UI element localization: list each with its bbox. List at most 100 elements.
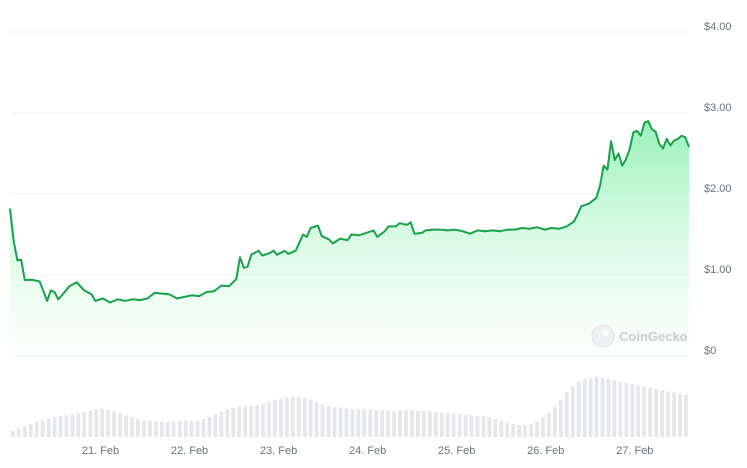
volume-bar xyxy=(445,413,450,437)
volume-bar xyxy=(505,422,510,437)
volume-bar xyxy=(541,417,545,437)
volume-bar xyxy=(88,410,93,437)
x-tick-label: 25. Feb xyxy=(438,445,475,457)
volume-bar xyxy=(46,418,51,437)
volume-bar xyxy=(660,390,664,437)
volume-bar xyxy=(547,413,551,437)
volume-bar xyxy=(34,421,39,437)
volume-bar xyxy=(427,411,432,437)
volume-bar xyxy=(142,420,146,437)
volume-bar xyxy=(124,415,128,437)
volume-bar xyxy=(648,387,653,437)
volume-bar xyxy=(362,408,367,437)
volume-bar xyxy=(618,381,623,437)
volume-bar xyxy=(112,411,117,437)
volume-bar xyxy=(368,409,373,437)
volume-bar xyxy=(267,402,271,437)
volume-bar xyxy=(523,425,527,437)
coingecko-logo-icon xyxy=(591,324,615,348)
volume-bar xyxy=(421,411,426,437)
volume-bar xyxy=(493,419,498,437)
volume-bar xyxy=(136,419,140,437)
price-line xyxy=(9,120,690,304)
volume-bar xyxy=(684,395,688,437)
volume-bar xyxy=(273,399,277,437)
volume-bar xyxy=(404,410,408,437)
volume-bar xyxy=(94,409,99,437)
volume-bar xyxy=(326,405,331,437)
volume-bar xyxy=(171,421,176,437)
volume-bar xyxy=(177,420,182,437)
volume-bar xyxy=(64,415,69,437)
volume-bar xyxy=(582,379,587,437)
volume-bar xyxy=(213,414,218,437)
volume-bar xyxy=(279,398,283,437)
volume-bar xyxy=(344,408,349,437)
volume-bar xyxy=(130,417,134,437)
volume-bar xyxy=(487,417,492,437)
volume-bar xyxy=(594,377,599,437)
volume-bar xyxy=(159,421,164,437)
volume-bar xyxy=(374,410,379,437)
volume-bar xyxy=(636,385,641,437)
volume-bar xyxy=(511,423,516,437)
volume-bar xyxy=(606,378,611,437)
volume-bar xyxy=(439,412,444,437)
volume-bar xyxy=(147,420,152,437)
volume-bar xyxy=(100,408,105,437)
volume-bar xyxy=(356,409,361,437)
x-tick-label: 27. Feb xyxy=(616,445,653,457)
volume-bar xyxy=(296,396,301,437)
volume-bar xyxy=(314,402,319,437)
volume-bar xyxy=(481,416,486,437)
volume-bar xyxy=(433,411,438,437)
volume-bar xyxy=(284,397,289,437)
volume-bar xyxy=(350,408,355,437)
volume-bar xyxy=(118,413,122,437)
volume-bar xyxy=(451,413,456,437)
volume-bars xyxy=(11,377,688,437)
volume-bar xyxy=(243,405,248,437)
volume-bar xyxy=(219,411,224,437)
x-axis-ticks: 21. Feb 22. Feb 23. Feb 24. Feb 25. Feb 26. F… xyxy=(82,445,654,457)
volume-bar xyxy=(457,414,462,437)
volume-bar xyxy=(28,423,33,437)
volume-bar xyxy=(410,410,414,437)
y-tick-label: $3.00 xyxy=(704,102,732,114)
volume-bar xyxy=(338,407,343,437)
volume-bar xyxy=(165,422,170,437)
volume-bar xyxy=(475,416,480,437)
volume-bar xyxy=(106,410,111,437)
volume-bar xyxy=(16,428,21,437)
y-tick-label: $2.00 xyxy=(704,183,732,195)
volume-bar xyxy=(469,415,474,437)
volume-bar xyxy=(630,384,635,437)
x-tick-label: 24. Feb xyxy=(349,445,386,457)
volume-bar xyxy=(576,381,581,437)
volume-bar xyxy=(570,386,575,437)
volume-bar xyxy=(320,404,325,437)
volume-bar xyxy=(642,386,647,437)
volume-bar xyxy=(22,426,27,437)
volume-bar xyxy=(558,399,563,437)
volume-bar xyxy=(672,392,676,437)
x-tick-label: 22. Feb xyxy=(171,445,208,457)
volume-bar xyxy=(624,383,629,437)
volume-bar xyxy=(600,377,605,437)
volume-bar xyxy=(237,406,242,437)
volume-bar xyxy=(529,423,533,437)
y-tick-label: $0 xyxy=(704,345,716,357)
volume-bar xyxy=(82,411,87,437)
volume-bar xyxy=(564,392,569,437)
volume-bar xyxy=(380,410,385,437)
volume-bar xyxy=(76,413,81,437)
volume-bar xyxy=(499,420,504,437)
volume-bar xyxy=(249,405,254,437)
volume-bar xyxy=(392,411,396,437)
volume-bar xyxy=(255,405,259,437)
volume-bar xyxy=(678,393,682,437)
volume-bar xyxy=(207,416,212,437)
volume-bar xyxy=(302,398,307,437)
volume-bar xyxy=(463,414,468,437)
